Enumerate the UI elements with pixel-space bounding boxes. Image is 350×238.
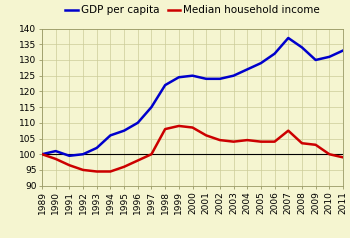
- GDP per capita: [327, 55, 331, 58]
- GDP per capita: [163, 84, 167, 87]
- Legend: GDP per capita, Median household income: GDP per capita, Median household income: [65, 5, 320, 15]
- GDP per capita: [67, 154, 71, 157]
- Median household income: [108, 170, 112, 173]
- GDP per capita: [149, 106, 154, 109]
- Median household income: [231, 140, 236, 143]
- GDP per capita: [218, 77, 222, 80]
- Median household income: [190, 126, 195, 129]
- Median household income: [54, 158, 58, 160]
- GDP per capita: [231, 74, 236, 77]
- Line: Median household income: Median household income: [42, 126, 343, 172]
- GDP per capita: [286, 37, 290, 40]
- Median household income: [218, 139, 222, 142]
- Median household income: [40, 153, 44, 156]
- GDP per capita: [122, 129, 126, 132]
- Median household income: [94, 170, 99, 173]
- Median household income: [273, 140, 277, 143]
- GDP per capita: [259, 62, 263, 64]
- Median household income: [204, 134, 208, 137]
- Median household income: [163, 128, 167, 130]
- GDP per capita: [273, 52, 277, 55]
- GDP per capita: [94, 147, 99, 149]
- GDP per capita: [40, 153, 44, 156]
- Median household income: [177, 124, 181, 127]
- Median household income: [245, 139, 249, 142]
- GDP per capita: [54, 150, 58, 153]
- Median household income: [286, 129, 290, 132]
- GDP per capita: [300, 46, 304, 49]
- GDP per capita: [245, 68, 249, 71]
- GDP per capita: [108, 134, 112, 137]
- GDP per capita: [314, 59, 318, 61]
- Median household income: [122, 165, 126, 168]
- GDP per capita: [81, 153, 85, 156]
- Median household income: [81, 169, 85, 171]
- GDP per capita: [136, 121, 140, 124]
- Median household income: [136, 159, 140, 162]
- Median household income: [67, 164, 71, 167]
- GDP per capita: [341, 49, 345, 52]
- Median household income: [149, 153, 154, 156]
- Median household income: [259, 140, 263, 143]
- Median household income: [327, 153, 331, 156]
- Line: GDP per capita: GDP per capita: [42, 38, 343, 156]
- GDP per capita: [204, 77, 208, 80]
- GDP per capita: [177, 76, 181, 79]
- Median household income: [314, 143, 318, 146]
- GDP per capita: [190, 74, 195, 77]
- Median household income: [300, 142, 304, 145]
- Median household income: [341, 156, 345, 159]
